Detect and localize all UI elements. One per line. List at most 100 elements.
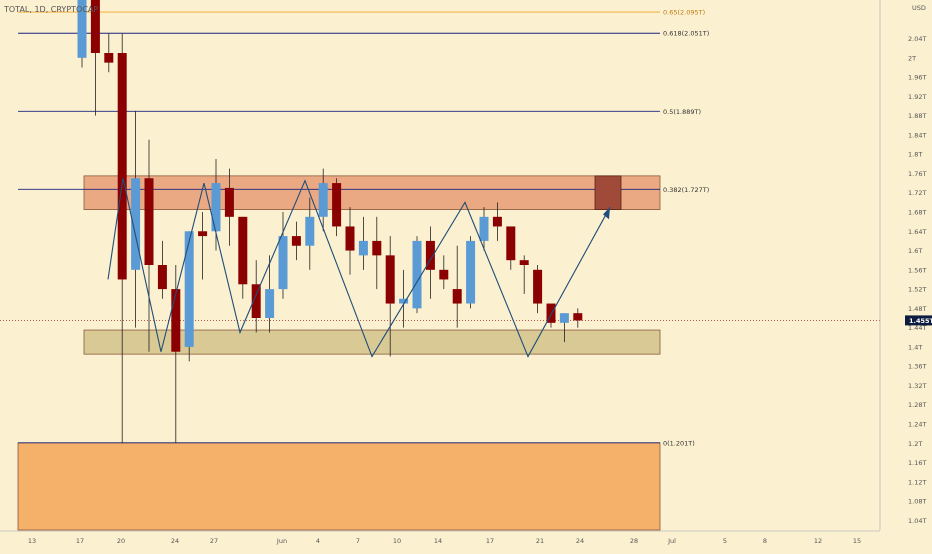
x-tick-label: 15 [853, 537, 861, 545]
y-tick-label: 1.76T [908, 170, 926, 178]
fib-label: 0.618(2.051T) [663, 30, 709, 38]
zone-resistance [83, 175, 661, 210]
candle-body[interactable] [573, 313, 583, 321]
x-tick-label: Jun [276, 537, 287, 545]
x-tick-label: 20 [117, 537, 125, 545]
y-tick-label: 1.72T [908, 189, 926, 197]
x-tick-label: 27 [210, 537, 218, 545]
y-tick-label: 1.8T [908, 151, 922, 159]
fib-label: 0.5(1.889T) [663, 108, 701, 116]
symbol-header: TOTAL, 1D, CRYPTOCAP [4, 5, 99, 14]
candle-body[interactable] [385, 255, 395, 304]
candle-body[interactable] [265, 289, 275, 318]
candle-body[interactable] [318, 183, 328, 217]
pattern-projection-line [107, 178, 611, 358]
currency-label: USD [912, 4, 926, 12]
y-tick-label: 2T [908, 54, 916, 62]
y-tick-label: 1.44T [908, 324, 926, 332]
y-tick-label: 1.12T [908, 478, 926, 486]
candle-body[interactable] [559, 313, 569, 323]
x-tick-label: 14 [434, 537, 442, 545]
y-tick-label: 1.4T [908, 343, 922, 351]
candle-body[interactable] [345, 226, 355, 251]
candle-body[interactable] [492, 216, 502, 227]
y-tick-label: 1.64T [908, 228, 926, 236]
candle-body[interactable] [251, 284, 261, 318]
x-tick-label: 13 [28, 537, 36, 545]
candle-body[interactable] [479, 216, 489, 241]
y-tick-label: 1.68T [908, 209, 926, 217]
x-tick-label: 12 [814, 537, 822, 545]
candle-body[interactable] [184, 231, 194, 347]
x-tick-label: 4 [316, 537, 320, 545]
y-tick-label: 1.36T [908, 363, 926, 371]
y-tick-label: 1.84T [908, 131, 926, 139]
candle-body[interactable] [278, 236, 288, 290]
y-tick-label: 1.2T [908, 440, 922, 448]
candle-body[interactable] [305, 216, 315, 246]
y-tick-label: 1.16T [908, 459, 926, 467]
candle-body[interactable] [358, 240, 368, 256]
candle-body[interactable] [171, 289, 181, 352]
candle-body[interactable] [533, 269, 543, 304]
x-tick-label: 7 [356, 537, 360, 545]
candle-body[interactable] [372, 240, 382, 256]
y-tick-label: 2.04T [908, 35, 926, 43]
y-tick-label: 1.32T [908, 382, 926, 390]
candle-body[interactable] [157, 265, 167, 290]
x-tick-label: 17 [486, 537, 494, 545]
candle-body[interactable] [77, 0, 87, 58]
y-tick-label: 1.96T [908, 74, 926, 82]
x-tick-label: 8 [763, 537, 767, 545]
candle-body[interactable] [466, 240, 476, 304]
y-tick-label: 1.92T [908, 93, 926, 101]
current-price-tag [905, 315, 932, 326]
x-tick-label: 10 [393, 537, 401, 545]
candle-body[interactable] [90, 0, 100, 53]
candle-body[interactable] [117, 53, 127, 280]
candle-body[interactable] [104, 53, 114, 63]
candle-body[interactable] [238, 216, 248, 285]
x-tick-label: Jul [667, 537, 676, 545]
y-tick-label: 1.08T [908, 498, 926, 506]
candle-body[interactable] [519, 260, 529, 265]
x-tick-label: 21 [536, 537, 544, 545]
candle-body[interactable] [224, 187, 234, 217]
target-box [594, 175, 622, 210]
candle-body[interactable] [144, 178, 154, 265]
zone-bottom [17, 442, 661, 531]
x-tick-label: 24 [576, 537, 584, 545]
x-tick-label: 5 [723, 537, 727, 545]
fib-label: 0.65(2.095T) [663, 9, 705, 17]
zone-support [83, 329, 661, 355]
candle-body[interactable] [291, 236, 301, 246]
y-tick-label: 1.56T [908, 266, 926, 274]
y-tick-label: 1.88T [908, 112, 926, 120]
candle-body[interactable] [452, 289, 462, 304]
y-tick-label: 1.6T [908, 247, 922, 255]
candle-body[interactable] [211, 183, 221, 232]
current-price-label: 1.455T [909, 317, 932, 325]
candle-body[interactable] [506, 226, 516, 261]
fib-label: 0(1.201T) [663, 439, 695, 447]
y-tick-label: 1.48T [908, 305, 926, 313]
y-tick-label: 1.24T [908, 421, 926, 429]
x-tick-label: 17 [76, 537, 84, 545]
y-tick-label: 1.04T [908, 517, 926, 525]
candle-body[interactable] [439, 269, 449, 280]
candle-body[interactable] [332, 183, 342, 227]
candle-body[interactable] [131, 178, 141, 270]
arrow-head [603, 207, 610, 220]
fib-label: 0.382(1.727T) [663, 186, 709, 194]
candle-body[interactable] [425, 240, 435, 270]
candle-body[interactable] [198, 231, 208, 237]
x-tick-label: 28 [630, 537, 638, 545]
candle-body[interactable] [399, 298, 409, 304]
candle-body[interactable] [546, 303, 556, 323]
y-tick-label: 1.52T [908, 286, 926, 294]
y-tick-label: 1.28T [908, 401, 926, 409]
x-tick-label: 24 [171, 537, 179, 545]
candle-body[interactable] [412, 240, 422, 309]
